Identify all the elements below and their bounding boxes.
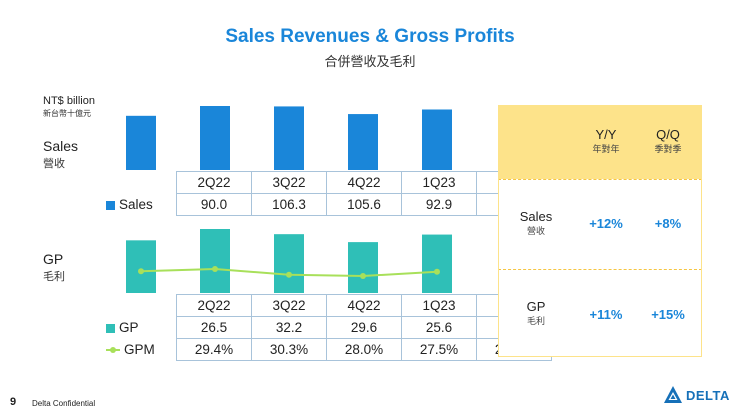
growth-gp-label-zh: 毛利 xyxy=(526,317,545,327)
gpm-legend-swatch xyxy=(106,347,120,354)
growth-table-header xyxy=(498,105,702,179)
sales-yy-value: +12% xyxy=(589,216,623,231)
gpm-value: 27.5% xyxy=(401,338,477,361)
sales-value: 92.9 xyxy=(401,193,477,216)
gpm-point xyxy=(212,266,218,272)
gp-bar xyxy=(348,242,378,293)
sales-bar xyxy=(348,114,378,170)
gp-category-label: 3Q22 xyxy=(251,294,327,317)
growth-table-border xyxy=(498,105,702,357)
sales-value: 90.0 xyxy=(176,193,252,216)
gp-legend-swatch xyxy=(106,323,115,333)
yy-column-header: Y/Y 年對年 xyxy=(576,127,636,155)
gpm-legend: GPM xyxy=(104,339,177,361)
qq-label-zh: 季對季 xyxy=(654,145,682,155)
unit-label-zh: 新台幣十億元 xyxy=(43,109,91,118)
sales-category-label: 1Q23 xyxy=(401,171,477,194)
sales-table: 2Q22 3Q22 4Q22 1Q23 2Q23 Sales 90.0 106.… xyxy=(104,171,552,216)
gp-yy-value: +11% xyxy=(589,307,623,322)
gp-category-row: 2Q22 3Q22 4Q22 1Q23 2Q23 xyxy=(104,294,552,317)
gp-category-label: 1Q23 xyxy=(401,294,477,317)
confidential-note: Delta Confidential xyxy=(32,399,96,408)
delta-triangle-icon xyxy=(664,386,682,403)
growth-table: Y/Y 年對年 Q/Q 季對季 Sales 營收 +12% +8% GP 毛利 … xyxy=(498,105,702,357)
gp-value: 26.5 xyxy=(176,316,252,339)
sales-category-label: 4Q22 xyxy=(326,171,402,194)
growth-gp-label: GP xyxy=(526,299,546,314)
sales-bar xyxy=(200,106,230,170)
gp-category-label: 4Q22 xyxy=(326,294,402,317)
sales-section-label-zh: 營收 xyxy=(43,157,65,170)
sales-legend: Sales xyxy=(104,194,177,216)
gp-table: 2Q22 3Q22 4Q22 1Q23 2Q23 GP 26.5 32.2 29… xyxy=(104,294,552,361)
growth-divider xyxy=(498,179,702,180)
gpm-point xyxy=(138,268,144,275)
growth-row-gp-label: GP 毛利 xyxy=(506,299,566,327)
gp-bar xyxy=(274,234,304,293)
growth-sales-label-zh: 營收 xyxy=(526,227,545,237)
page-subtitle: 合併營收及毛利 xyxy=(324,55,416,70)
sales-bar xyxy=(126,115,156,170)
page-title: Sales Revenues & Gross Profits xyxy=(225,26,515,47)
growth-row-sales-label: Sales 營收 xyxy=(506,209,566,237)
growth-sales-label: Sales xyxy=(519,209,553,224)
logo-text: DELTA xyxy=(686,387,730,403)
gpm-value: 28.0% xyxy=(326,338,402,361)
gpm-legend-label: GPM xyxy=(124,342,155,357)
gp-qq-value: +15% xyxy=(651,307,685,322)
gpm-value: 30.3% xyxy=(251,338,327,361)
delta-logo: DELTA xyxy=(663,383,730,407)
sales-category-label: 2Q22 xyxy=(176,171,252,194)
gpm-value-row: GPM 29.4% 30.3% 28.0% 27.5% 29.2% xyxy=(104,338,552,361)
gp-value-row: GP 26.5 32.2 29.6 25.6 29.4 xyxy=(104,316,552,339)
sales-category-label: 3Q22 xyxy=(251,171,327,194)
gpm-point xyxy=(286,271,292,278)
qq-label: Q/Q xyxy=(656,127,680,142)
gp-bar xyxy=(126,240,156,293)
sales-section-label: Sales xyxy=(43,138,79,154)
yy-label: Y/Y xyxy=(595,127,617,142)
qq-column-header: Q/Q 季對季 xyxy=(638,127,698,155)
sales-bar xyxy=(274,106,304,170)
sales-value-row: Sales 90.0 106.3 105.6 92.9 100.5 xyxy=(104,193,552,216)
gp-legend: GP xyxy=(104,317,177,339)
gp-section-label-zh: 毛利 xyxy=(43,270,65,283)
sales-category-row: 2Q22 3Q22 4Q22 1Q23 2Q23 xyxy=(104,171,552,194)
sales-legend-swatch xyxy=(106,200,115,210)
gpm-point xyxy=(434,268,440,275)
sales-bar xyxy=(422,109,452,170)
sales-legend-label: Sales xyxy=(119,197,153,212)
gp-legend-label: GP xyxy=(119,320,139,335)
gp-category-label: 2Q22 xyxy=(176,294,252,317)
gpm-point xyxy=(360,273,366,279)
yy-label-zh: 年對年 xyxy=(592,145,620,155)
gp-bar xyxy=(422,234,452,293)
growth-divider xyxy=(498,269,702,270)
sales-qq-value: +8% xyxy=(654,216,682,231)
gp-value: 29.6 xyxy=(326,316,402,339)
sales-value: 105.6 xyxy=(326,193,402,216)
gp-bar xyxy=(200,229,230,293)
gpm-value: 29.4% xyxy=(176,338,252,361)
unit-label: NT$ billion xyxy=(43,95,95,107)
gp-section-label: GP xyxy=(43,251,64,267)
gp-value: 32.2 xyxy=(251,316,327,339)
sales-value: 106.3 xyxy=(251,193,327,216)
gp-value: 25.6 xyxy=(401,316,477,339)
page-number: 9 xyxy=(10,396,17,408)
